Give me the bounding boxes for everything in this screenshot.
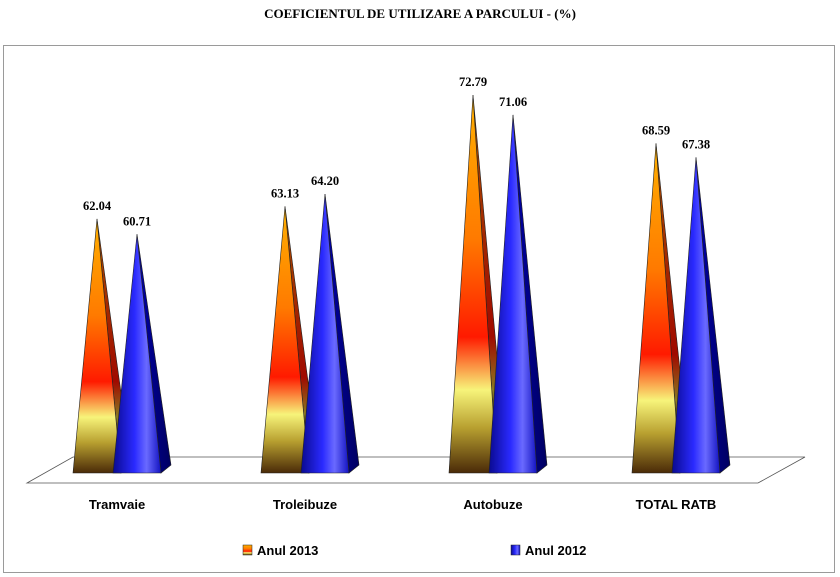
chart-title: COEFICIENTUL DE UTILIZARE A PARCULUI - (… — [264, 6, 576, 21]
legend-label-2012: Anul 2012 — [525, 543, 586, 558]
bar-tramvaie-2013 — [72, 218, 122, 474]
bar-autobuze-2012 — [488, 114, 538, 474]
bar-total-ratb-2012 — [671, 157, 721, 474]
data-label-autobuze-2013: 72.79 — [459, 75, 487, 89]
legend-swatch-2012 — [510, 544, 521, 556]
data-label-troleibuze-2013: 63.13 — [271, 186, 299, 200]
category-label-autobuze: Autobuze — [463, 497, 522, 512]
data-label-tramvaie-2012: 60.71 — [123, 214, 151, 228]
data-label-autobuze-2012: 71.06 — [499, 95, 527, 109]
category-label-total-ratb: TOTAL RATB — [636, 497, 717, 512]
bar-tramvaie-2012 — [112, 234, 162, 474]
bar-total-ratb-2013 — [631, 143, 681, 474]
data-label-total-ratb-2013: 68.59 — [642, 123, 670, 137]
bar-troleibuze-2012 — [300, 193, 350, 474]
category-label-tramvaie: Tramvaie — [89, 497, 145, 512]
data-label-tramvaie-2013: 62.04 — [83, 199, 112, 213]
data-label-total-ratb-2012: 67.38 — [682, 137, 710, 151]
bar-troleibuze-2013 — [260, 206, 310, 474]
chart-floor — [25, 456, 806, 484]
chart-frame — [3, 45, 835, 573]
category-label-troleibuze: Troleibuze — [273, 497, 337, 512]
legend-swatch-2013 — [242, 544, 253, 556]
data-label-troleibuze-2012: 64.20 — [311, 174, 339, 188]
legend-label-2013: Anul 2013 — [257, 543, 318, 558]
bar-autobuze-2013 — [448, 94, 498, 474]
